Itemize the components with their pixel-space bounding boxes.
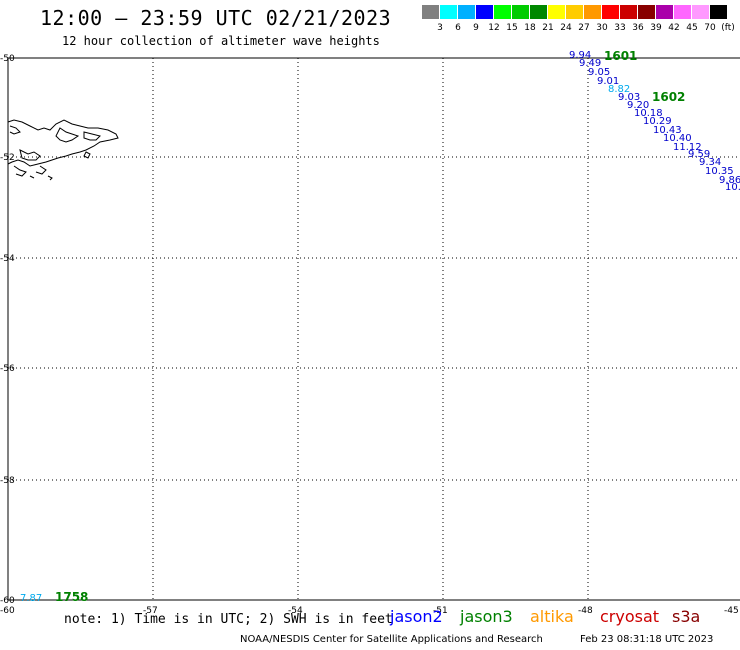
- lat-tick-label: -52: [0, 153, 15, 163]
- legend-label: 42: [668, 23, 680, 33]
- wave-height-value: 10.29: [643, 116, 672, 127]
- wave-height-value: 11.12: [673, 142, 702, 153]
- lat-tick-label: -56: [0, 364, 15, 374]
- wave-height-value: 10.40: [663, 133, 692, 144]
- wave-height-value: 9.59: [688, 149, 710, 160]
- satellite-name: altika: [530, 607, 574, 626]
- coastline: [7, 119, 119, 181]
- wave-height-value: 9.20: [627, 100, 649, 111]
- legend-label: 70: [704, 23, 716, 33]
- legend-swatch: [566, 5, 583, 19]
- legend-label: 18: [524, 23, 536, 33]
- legend-swatch: [584, 5, 601, 19]
- legend-label: 15: [506, 23, 518, 33]
- legend-swatch: [494, 5, 511, 19]
- legend-swatch: [674, 5, 691, 19]
- lon-tick-label: -57: [143, 606, 158, 616]
- legend-label: 24: [560, 23, 572, 33]
- lon-tick-label: -51: [433, 606, 448, 616]
- satellite-name: cryosat: [600, 607, 660, 626]
- wave-height-value: 9.94: [569, 50, 591, 61]
- legend-unit: (ft): [721, 23, 735, 33]
- legend-label: 3: [437, 23, 443, 33]
- legend-swatch: [692, 5, 709, 19]
- pass-number-label: 1602: [652, 90, 685, 104]
- wave-height-value: 9.34: [699, 157, 721, 168]
- axis-ticks: -60 -57 -54 -51 -48 -45 -50 -52 -54 -56 -58 -60: [0, 54, 739, 616]
- legend-swatch: [422, 5, 439, 19]
- wave-height-value: 10.43: [653, 125, 682, 136]
- wave-height-value: 10.35: [705, 166, 734, 177]
- legend-swatch: [602, 5, 619, 19]
- wave-height-readings: 9.949.499.059.018.829.039.2010.1810.2910…: [20, 50, 740, 604]
- map-subtitle: 12 hour collection of altimeter wave hei…: [62, 34, 380, 48]
- lon-tick-label: -54: [288, 606, 303, 616]
- wave-height-value: 7.87: [20, 593, 42, 604]
- legend-label: 9: [473, 23, 479, 33]
- wave-height-value: 9.49: [579, 58, 601, 69]
- pass-number-label: 1601: [604, 49, 637, 63]
- legend-label: 21: [542, 23, 554, 33]
- legend-label: 39: [650, 23, 662, 33]
- legend-label: 12: [488, 23, 500, 33]
- legend-swatch: [620, 5, 637, 19]
- satellite-name: jason2: [390, 607, 443, 626]
- generated-timestamp: Feb 23 08:31:18 UTC 2023: [580, 634, 714, 645]
- legend-label: 30: [596, 23, 608, 33]
- footer-note: note: 1) Time is in UTC; 2) SWH is in fe…: [64, 612, 393, 627]
- pass-number-label: 1758: [55, 590, 88, 604]
- legend-swatch: [548, 5, 565, 19]
- legend-swatch: [710, 5, 727, 19]
- legend-label: 36: [632, 23, 644, 33]
- map-title: 12:00 — 23:59 UTC 02/21/2023: [40, 6, 392, 30]
- lat-tick-label: -60: [0, 596, 15, 606]
- wave-height-value: 9.86: [719, 175, 740, 186]
- wave-height-value: 9.05: [588, 67, 610, 78]
- legend-label: 6: [455, 23, 461, 33]
- legend-swatch: [638, 5, 655, 19]
- wave-height-value: 10.18: [634, 108, 663, 119]
- lon-tick-label: -45: [724, 606, 739, 616]
- satellite-name: s3a: [672, 607, 701, 626]
- lon-tick-label: -48: [578, 606, 593, 616]
- legend-swatch: [656, 5, 673, 19]
- lat-tick-label: -58: [0, 476, 15, 486]
- legend-label: 33: [614, 23, 626, 33]
- lat-tick-label: -54: [0, 254, 15, 264]
- legend-label: 45: [686, 23, 698, 33]
- credit-line: NOAA/NESDIS Center for Satellite Applica…: [240, 634, 543, 645]
- legend-swatch: [476, 5, 493, 19]
- wave-height-value: 9.01: [597, 76, 619, 87]
- lon-tick-label: -60: [0, 606, 15, 616]
- satellite-name: jason3: [460, 607, 513, 626]
- legend-label: 27: [578, 23, 590, 33]
- legend-swatch: [530, 5, 547, 19]
- legend-swatch: [440, 5, 457, 19]
- wave-height-value: 9.03: [618, 92, 640, 103]
- wave-height-value: 10.: [725, 182, 740, 193]
- pass-labels: 1601 1602 1758: [55, 49, 685, 604]
- legend-swatch: [458, 5, 475, 19]
- wave-height-value: 8.82: [608, 84, 630, 95]
- lat-tick-label: -50: [0, 54, 15, 64]
- graticule: [8, 58, 740, 600]
- legend-swatch: [512, 5, 529, 19]
